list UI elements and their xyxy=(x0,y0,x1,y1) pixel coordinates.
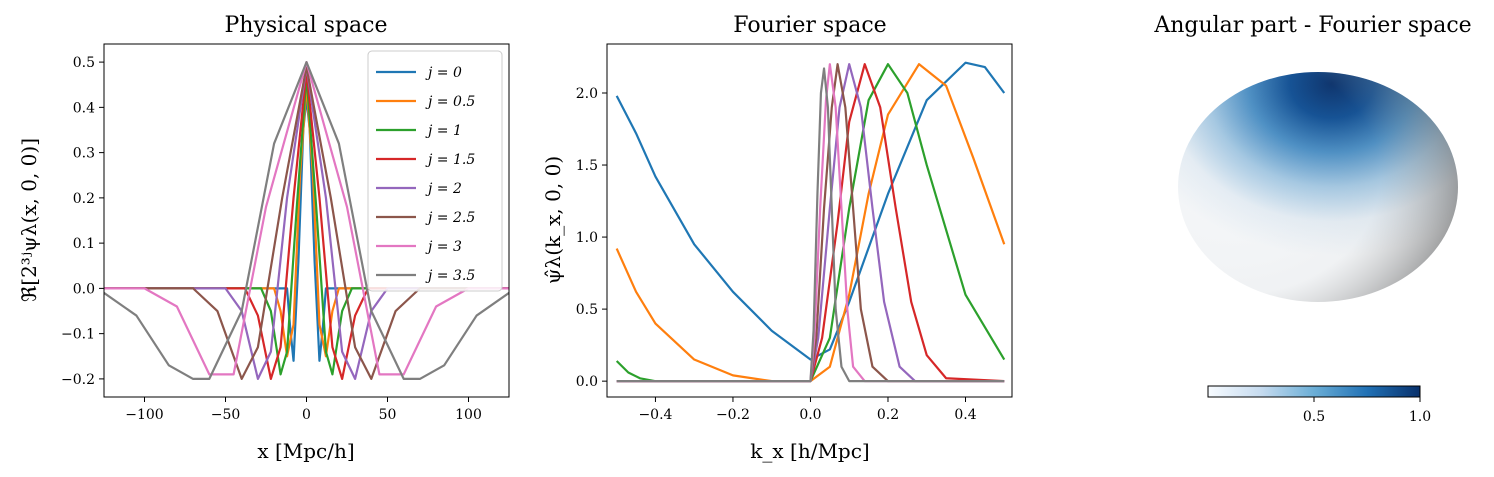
colorbar xyxy=(1207,385,1421,398)
legend-label: j = 3 xyxy=(425,239,462,255)
fourier-space-panel: Fourier space −0.4 −0.2 0.0 0.2 0.4 0.0 0.5 1.… xyxy=(541,13,1013,463)
panel3-title: Angular part - Fourier space xyxy=(1153,13,1471,38)
p1-series-line-7 xyxy=(104,61,509,380)
panel1-x-axis: −100 −50 0 50 100 xyxy=(125,397,482,423)
p2-series-line-4 xyxy=(616,63,1005,383)
panel2-y-axis: 0.0 0.5 1.0 1.5 2.0 xyxy=(576,86,607,390)
p2-y-tick-label: 0.0 xyxy=(576,374,598,390)
p2-x-tick-label: −0.2 xyxy=(716,407,750,423)
panel2-x-label: k_x [h/Mpc] xyxy=(750,439,869,463)
angular-part-panel: Angular part - Fourier space 0.5 1.0 xyxy=(1153,13,1471,425)
p1-x-tick-label: −50 xyxy=(211,407,241,423)
panel2-title: Fourier space xyxy=(733,13,886,38)
legend-label: j = 0.5 xyxy=(425,94,475,110)
p2-y-tick-label: 1.0 xyxy=(576,230,598,246)
p2-y-tick-label: 2.0 xyxy=(576,86,598,102)
legend-label: j = 1.5 xyxy=(425,152,475,168)
legend-frame xyxy=(367,50,503,292)
panel2-y-label: ψ̂λ(k_x, 0, 0) xyxy=(541,156,565,284)
panel2-plot-area xyxy=(615,61,1006,383)
legend: j = 0 j = 0.5 j = 1 j = 1.5 j = 2 j = 2.5 j = … xyxy=(367,50,503,292)
p1-x-tick-label: 100 xyxy=(455,407,482,423)
legend-label: j = 0 xyxy=(425,65,462,81)
panel2-frame xyxy=(606,43,1013,398)
p1-x-tick-label: 50 xyxy=(379,407,397,423)
legend-label: j = 1 xyxy=(425,123,462,139)
p2-series-line-7 xyxy=(616,67,1005,383)
p1-x-tick-label: 0 xyxy=(302,407,311,423)
panel2-x-axis: −0.4 −0.2 0.0 0.2 0.4 xyxy=(638,397,977,423)
p1-y-tick-label: −0.2 xyxy=(61,372,95,388)
panel1-plot-area xyxy=(104,61,509,380)
p2-series-line-3 xyxy=(616,63,1005,383)
panel1-y-axis: −0.2 −0.1 0.0 0.1 0.2 0.3 0.4 0.5 xyxy=(61,55,104,388)
p2-x-tick-label: 0.0 xyxy=(799,407,821,423)
p2-series-line-2 xyxy=(615,63,1006,383)
p1-y-tick-label: 0.1 xyxy=(73,236,95,252)
colorbar-tick-label: 1.0 xyxy=(1409,409,1431,425)
panel1-x-label: x [Mpc/h] xyxy=(257,439,354,463)
p2-y-tick-label: 0.5 xyxy=(576,302,598,318)
p1-x-tick-label: −100 xyxy=(125,407,163,423)
p2-series-line-5 xyxy=(616,63,1005,383)
panel1-title: Physical space xyxy=(224,13,387,38)
p2-series-line-0 xyxy=(615,61,1006,361)
p1-y-tick-label: 0.3 xyxy=(73,146,95,162)
legend-label: j = 2.5 xyxy=(425,210,475,226)
p1-y-tick-label: 0.4 xyxy=(73,100,95,116)
p1-series-line-5 xyxy=(104,65,509,380)
p2-series-line-1 xyxy=(615,63,1006,383)
legend-label: j = 3.5 xyxy=(425,268,475,284)
p2-x-tick-label: 0.4 xyxy=(954,407,976,423)
p1-y-tick-label: 0.5 xyxy=(73,55,95,71)
panel1-y-label: ℜ[2³ʲψλ(x, 0, 0)] xyxy=(17,138,41,302)
p1-y-tick-label: 0.0 xyxy=(73,281,95,297)
p2-x-tick-label: −0.4 xyxy=(638,407,672,423)
colorbar-tick-label: 0.5 xyxy=(1303,409,1325,425)
p2-y-tick-label: 1.5 xyxy=(576,158,598,174)
legend-label: j = 2 xyxy=(425,181,462,197)
p1-y-tick-label: −0.1 xyxy=(61,327,95,343)
p1-y-tick-label: 0.2 xyxy=(73,191,95,207)
physical-space-panel: Physical space −100 −50 0 50 100 −0.2 −0.1 0.0… xyxy=(17,13,510,463)
p2-x-tick-label: 0.2 xyxy=(877,407,899,423)
p2-series-line-6 xyxy=(616,63,1005,383)
colorbar-ticks: 0.5 1.0 xyxy=(1303,397,1431,425)
sphere-shading xyxy=(1178,72,1458,302)
